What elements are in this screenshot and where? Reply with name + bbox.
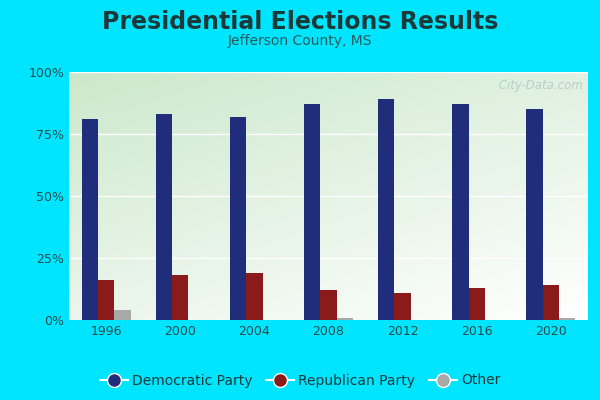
Bar (469, 288, 485, 320)
Text: City-Data.com: City-Data.com (495, 80, 583, 92)
Bar (320, 290, 337, 320)
Bar (394, 293, 411, 320)
Bar (114, 310, 131, 320)
Bar (246, 273, 263, 320)
Bar (230, 117, 246, 320)
Legend: Democratic Party, Republican Party, Other: Democratic Party, Republican Party, Othe… (94, 368, 506, 393)
Bar (337, 318, 353, 320)
Text: Jefferson County, MS: Jefferson County, MS (228, 34, 372, 48)
Bar (98, 280, 114, 320)
Bar (172, 275, 188, 320)
Bar (378, 99, 394, 320)
Bar (543, 285, 559, 320)
Bar (452, 104, 469, 320)
Bar (82, 119, 98, 320)
Bar (156, 114, 172, 320)
Text: Presidential Elections Results: Presidential Elections Results (102, 10, 498, 34)
Bar (304, 104, 320, 320)
Bar (526, 109, 543, 320)
Bar (559, 318, 575, 320)
